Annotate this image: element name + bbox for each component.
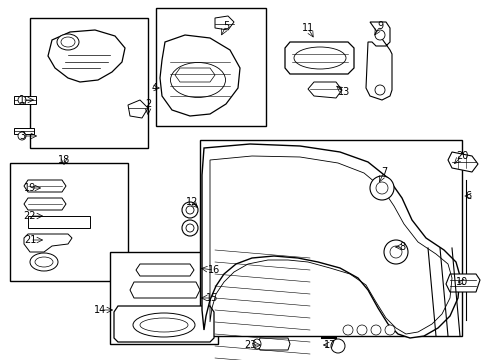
Circle shape xyxy=(356,325,366,335)
Polygon shape xyxy=(285,42,353,74)
Ellipse shape xyxy=(57,34,79,50)
Text: 8: 8 xyxy=(398,242,404,252)
Bar xyxy=(30,18,148,148)
Circle shape xyxy=(374,30,384,40)
Circle shape xyxy=(185,224,194,232)
Text: 19: 19 xyxy=(24,183,36,193)
Circle shape xyxy=(330,339,345,353)
Circle shape xyxy=(369,176,393,200)
Polygon shape xyxy=(445,274,479,292)
Polygon shape xyxy=(48,30,125,82)
Text: 9: 9 xyxy=(376,21,382,31)
Bar xyxy=(156,8,265,126)
Polygon shape xyxy=(215,16,234,30)
Ellipse shape xyxy=(30,253,58,271)
Circle shape xyxy=(18,132,26,140)
Polygon shape xyxy=(258,338,289,350)
Circle shape xyxy=(370,325,380,335)
Text: 18: 18 xyxy=(58,155,70,165)
Polygon shape xyxy=(307,82,341,98)
Polygon shape xyxy=(14,128,34,134)
Polygon shape xyxy=(365,22,391,100)
Text: 12: 12 xyxy=(185,197,198,207)
Text: 15: 15 xyxy=(205,293,218,303)
Circle shape xyxy=(182,220,198,236)
Polygon shape xyxy=(28,216,90,228)
Ellipse shape xyxy=(133,313,195,337)
Circle shape xyxy=(375,182,387,194)
Text: 2: 2 xyxy=(144,99,151,109)
Polygon shape xyxy=(114,306,214,342)
Text: 11: 11 xyxy=(301,23,313,33)
Circle shape xyxy=(342,325,352,335)
Polygon shape xyxy=(24,198,66,210)
Text: 20: 20 xyxy=(455,151,467,161)
Polygon shape xyxy=(24,180,66,192)
Circle shape xyxy=(384,325,394,335)
Bar xyxy=(200,140,461,336)
Text: 16: 16 xyxy=(207,265,220,275)
Text: 22: 22 xyxy=(24,211,36,221)
Polygon shape xyxy=(202,144,459,338)
Text: 6: 6 xyxy=(464,191,470,201)
Text: 3: 3 xyxy=(19,131,25,141)
Polygon shape xyxy=(160,35,240,116)
Text: 23: 23 xyxy=(244,340,256,350)
Text: 7: 7 xyxy=(380,167,386,177)
Polygon shape xyxy=(447,152,477,172)
Circle shape xyxy=(374,85,384,95)
Polygon shape xyxy=(14,96,36,104)
Text: 14: 14 xyxy=(94,305,106,315)
Text: 13: 13 xyxy=(337,87,349,97)
Polygon shape xyxy=(136,264,194,276)
Ellipse shape xyxy=(35,257,53,267)
Circle shape xyxy=(18,96,26,104)
Text: 4: 4 xyxy=(152,83,158,93)
Text: 1: 1 xyxy=(19,95,25,105)
Text: 5: 5 xyxy=(223,21,229,31)
Text: 17: 17 xyxy=(323,340,336,350)
Circle shape xyxy=(383,240,407,264)
Polygon shape xyxy=(128,100,148,118)
Text: 21: 21 xyxy=(24,235,36,245)
Polygon shape xyxy=(130,282,200,298)
Bar xyxy=(110,252,218,344)
Circle shape xyxy=(389,246,401,258)
Text: 10: 10 xyxy=(455,277,467,287)
Circle shape xyxy=(182,202,198,218)
Ellipse shape xyxy=(252,339,261,349)
Circle shape xyxy=(185,206,194,214)
Bar xyxy=(10,163,128,281)
Ellipse shape xyxy=(61,37,75,47)
Polygon shape xyxy=(24,234,72,252)
